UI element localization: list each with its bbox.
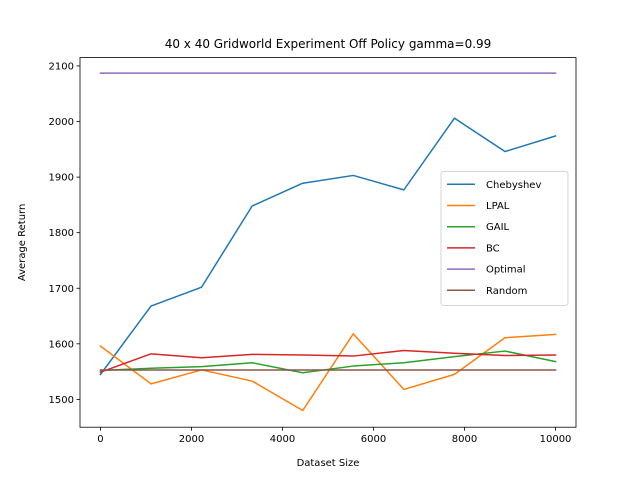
series-line-bc [99,349,557,374]
legend-label-optimal: Optimal [486,265,526,276]
x-axis-title: Dataset Size [297,458,360,469]
axes-frame [79,57,577,428]
x-axis-ticks: 0 2000 4000 6000 8000 10000 [97,427,571,445]
x-tick-label: 10000 [540,434,572,445]
y-tick-label: 1700 [49,284,74,295]
legend-label-bc: BC [486,243,500,254]
x-tick-label: 0 [97,434,103,445]
y-axis-title: Average Return [17,204,28,281]
x-tick-label: 4000 [270,434,295,445]
x-tick-label: 6000 [361,434,386,445]
legend-label-chebyshev: Chebyshev [486,180,541,191]
series-line-chebyshev [99,117,557,376]
y-tick-label: 1900 [49,173,74,184]
series-line-lpal [99,333,557,412]
legend-label-gail: GAIL [486,222,510,233]
x-tick-label: 2000 [179,434,204,445]
y-tick-label: 1800 [49,228,74,239]
chart-title: 40 x 40 Gridworld Experiment Off Policy … [165,37,492,51]
y-axis-ticks: 1500 1600 1700 1800 1900 2000 2100 [49,61,80,406]
y-tick-label: 2000 [49,117,74,128]
y-tick-label: 1500 [49,395,74,406]
legend-label-lpal: LPAL [486,201,510,212]
legend: Chebyshev LPAL GAIL BC Optimal Random [440,170,569,306]
y-tick-label: 2100 [49,61,74,72]
legend-label-random: Random [486,286,527,297]
plot-series [99,72,557,412]
y-tick-label: 1600 [49,339,74,350]
x-tick-label: 8000 [452,434,477,445]
